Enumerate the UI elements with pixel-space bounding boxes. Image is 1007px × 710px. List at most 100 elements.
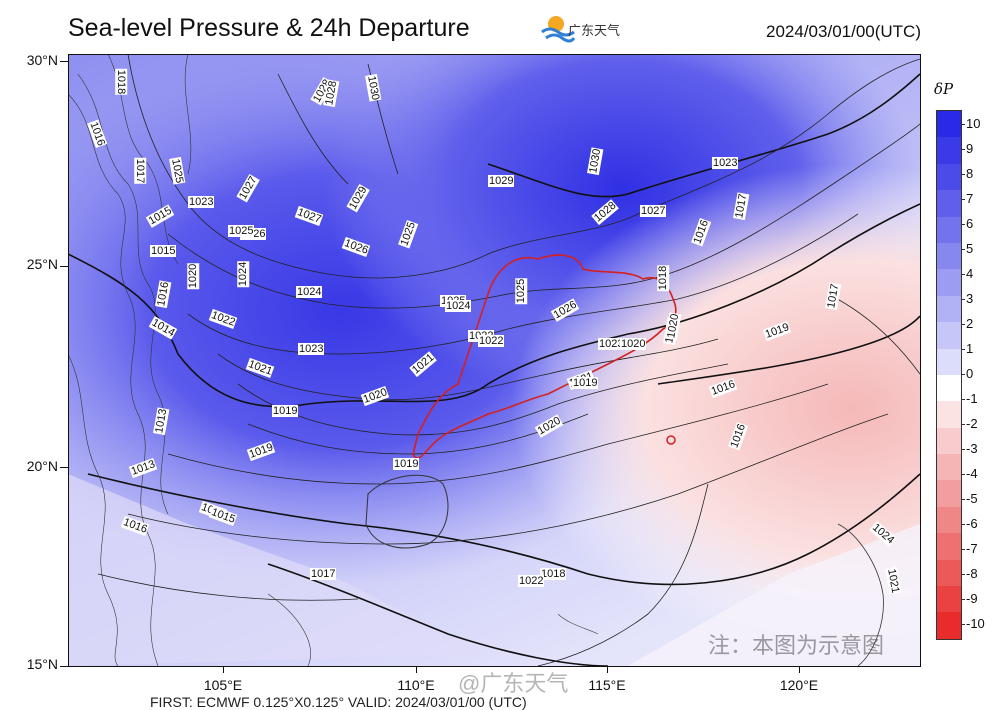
colorbar-label: 0 xyxy=(966,366,974,381)
bottom-caption: FIRST: ECMWF 0.125°X0.125° VALID: 2024/0… xyxy=(150,694,527,710)
isobar-label: 1023 xyxy=(188,196,215,208)
colorbar-segment xyxy=(937,480,961,507)
colorbar-tick xyxy=(961,224,965,225)
colorbar-tick xyxy=(961,424,965,425)
colorbar-label: 6 xyxy=(966,216,974,231)
colorbar-segment xyxy=(937,506,961,534)
colorbar-segment xyxy=(937,269,961,296)
lat-tick xyxy=(60,266,68,267)
weather-logo-icon xyxy=(541,16,576,43)
colorbar-segment xyxy=(937,216,961,243)
lat-label-20: 20°N xyxy=(26,458,58,474)
logo xyxy=(538,10,633,48)
colorbar-segment xyxy=(937,348,961,375)
colorbar-segment xyxy=(937,374,961,402)
colorbar-tick xyxy=(961,624,965,625)
colorbar-label: 8 xyxy=(966,166,974,181)
colorbar-tick xyxy=(961,274,965,275)
lon-label-115: 115°E xyxy=(588,677,626,693)
lon-tick xyxy=(799,666,800,673)
colorbar-segment xyxy=(937,559,961,587)
colorbar-tick xyxy=(961,574,965,575)
logo-text: 广东天气 xyxy=(568,23,621,38)
colorbar-tick xyxy=(961,449,965,450)
colorbar-segment xyxy=(937,533,961,560)
colorbar-segment xyxy=(937,401,961,428)
colorbar-tick xyxy=(961,149,965,150)
disclaimer-note: 注：本图为示意图 xyxy=(708,633,885,658)
colorbar-label: 5 xyxy=(966,241,974,256)
lat-tick xyxy=(60,61,68,62)
watermark: @广东天气 xyxy=(458,671,569,696)
colorbar-tick xyxy=(961,174,965,175)
colorbar-label: -1 xyxy=(966,391,978,406)
colorbar xyxy=(936,110,962,640)
colorbar-label: 3 xyxy=(966,291,974,306)
colorbar-segment xyxy=(937,322,961,349)
isobar-label: 1022 xyxy=(518,575,545,587)
isobar-label: 1019 xyxy=(272,405,299,417)
colorbar-segment xyxy=(937,612,961,639)
lon-label-110: 110°E xyxy=(397,677,435,693)
colorbar-label: -7 xyxy=(966,541,978,556)
colorbar-tick xyxy=(961,474,965,475)
colorbar-tick xyxy=(961,124,965,125)
colorbar-segment xyxy=(937,454,961,481)
colorbar-label: -10 xyxy=(966,616,985,631)
colorbar-label: -2 xyxy=(966,416,978,431)
colorbar-tick xyxy=(961,549,965,550)
isobar-label: 1022 xyxy=(478,335,505,347)
pressure-map xyxy=(68,54,920,666)
isobar-label: 1019 xyxy=(393,458,420,470)
lon-tick xyxy=(223,666,224,673)
colorbar-label: 7 xyxy=(966,191,974,206)
lon-label-105: 105°E xyxy=(203,677,243,693)
lat-label-15: 15°N xyxy=(26,656,58,672)
colorbar-title: δP xyxy=(934,80,954,98)
isobar-label: 1025 xyxy=(515,277,528,305)
colorbar-segment xyxy=(937,295,961,323)
isobar-label: 1017 xyxy=(310,568,337,580)
colorbar-tick xyxy=(961,499,965,500)
colorbar-tick xyxy=(961,374,965,375)
colorbar-label: 4 xyxy=(966,266,974,281)
isobar-label: 1023 xyxy=(298,343,325,355)
lat-label-30: 30°N xyxy=(26,52,58,68)
lat-label-25: 25°N xyxy=(26,256,58,272)
datetime-label: 2024/03/01/00(UTC) xyxy=(766,22,921,41)
colorbar-tick xyxy=(961,249,965,250)
colorbar-label: -8 xyxy=(966,566,978,581)
colorbar-tick xyxy=(961,199,965,200)
colorbar-label: -3 xyxy=(966,441,978,456)
colorbar-segment xyxy=(937,242,961,270)
colorbar-tick xyxy=(961,524,965,525)
map-title: Sea-level Pressure & 24h Departure xyxy=(68,14,470,42)
lon-tick xyxy=(416,666,417,673)
colorbar-segment xyxy=(937,586,961,613)
colorbar-label: 1 xyxy=(966,341,974,356)
isobar-label: 1027 xyxy=(640,205,667,217)
colorbar-label: -5 xyxy=(966,491,978,506)
lon-tick xyxy=(607,666,608,673)
colorbar-label: -9 xyxy=(966,591,978,606)
colorbar-tick xyxy=(961,599,965,600)
colorbar-segment xyxy=(937,111,961,138)
colorbar-tick xyxy=(961,399,965,400)
colorbar-tick xyxy=(961,349,965,350)
isobar-label: 1020 xyxy=(620,338,647,350)
map-canvas xyxy=(68,54,920,666)
isobar-label: 1024 xyxy=(445,300,472,312)
isobar-label: 1023 xyxy=(712,157,739,169)
colorbar-segment xyxy=(937,190,961,217)
isobar-label: 1015 xyxy=(150,245,177,257)
isobar-label: 1019 xyxy=(572,377,599,389)
lon-label-120: 120°E xyxy=(779,677,819,693)
colorbar-tick xyxy=(961,299,965,300)
isobar-label: 1029 xyxy=(488,175,515,187)
isobar-label: 1024 xyxy=(237,260,250,288)
colorbar-segment xyxy=(937,163,961,191)
isobar-label: 1018 xyxy=(540,568,567,580)
isobar-label: 1023 xyxy=(598,338,625,350)
isobar-label: 1017 xyxy=(134,157,147,185)
colorbar-label: 9 xyxy=(966,141,974,156)
